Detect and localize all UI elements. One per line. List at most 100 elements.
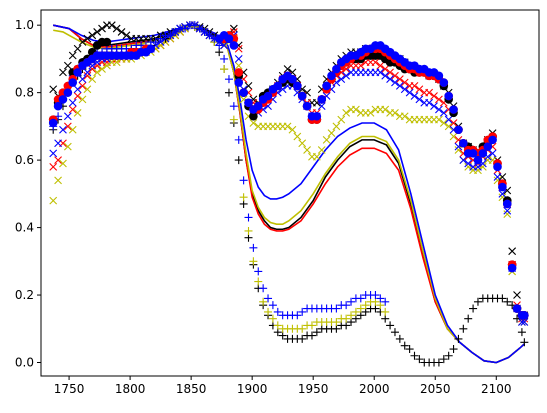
data-point: [381, 307, 390, 316]
data-point: [264, 294, 273, 303]
data-point: [454, 125, 463, 135]
data-point: [63, 88, 73, 97]
data-point: [112, 24, 121, 33]
data-point: [337, 115, 346, 124]
data-point: [312, 328, 321, 337]
data-point: [347, 318, 356, 327]
data-point: [229, 24, 238, 33]
data-point: [473, 155, 483, 165]
data-point: [68, 125, 77, 134]
data-point: [307, 321, 316, 330]
data-point: [59, 68, 67, 77]
data-point: [415, 355, 424, 364]
data-point: [390, 328, 399, 337]
data-point: [54, 156, 62, 164]
data-point: [54, 176, 62, 185]
data-point: [444, 122, 453, 131]
x-tick-label: 2100: [481, 382, 512, 396]
data-point: [449, 119, 458, 127]
data-point: [434, 71, 444, 81]
data-point: [239, 88, 248, 97]
data-point: [298, 307, 307, 316]
data-point: [103, 61, 111, 70]
data-point: [49, 196, 58, 205]
data-point: [356, 311, 365, 320]
data-point: [342, 321, 351, 330]
data-point: [293, 132, 302, 141]
data-point: [449, 132, 458, 141]
data-point: [48, 118, 58, 128]
data-point: [54, 139, 62, 148]
data-point: [435, 105, 443, 114]
data-point: [303, 146, 311, 154]
data-point: [268, 301, 277, 310]
data-point: [502, 199, 512, 209]
data-point: [405, 345, 414, 354]
data-point: [342, 71, 351, 80]
data-point: [400, 341, 409, 350]
data-point: [254, 267, 263, 276]
data-point: [405, 88, 414, 97]
data-point: [288, 125, 297, 134]
data-point: [517, 328, 526, 337]
data-point: [332, 324, 341, 333]
data-point: [449, 105, 458, 114]
series-6: [49, 21, 529, 323]
data-point: [356, 294, 365, 303]
data-point: [107, 21, 116, 30]
data-point: [347, 297, 356, 306]
data-point: [400, 85, 409, 94]
data-point: [493, 173, 502, 181]
data-point: [381, 314, 390, 323]
y-tick-label: 1.0: [15, 18, 34, 32]
data-point: [239, 176, 248, 185]
data-point: [415, 95, 424, 104]
data-point: [361, 301, 370, 310]
data-point: [342, 314, 351, 323]
data-point: [78, 38, 87, 46]
data-point: [439, 355, 448, 364]
data-point: [190, 21, 199, 30]
data-point: [439, 119, 448, 127]
data-point: [259, 284, 268, 293]
data-point: [59, 159, 67, 168]
data-point: [449, 345, 458, 354]
data-point: [410, 92, 419, 100]
data-point: [371, 291, 380, 300]
data-point: [224, 34, 234, 43]
data-point: [93, 28, 102, 36]
data-point: [317, 146, 326, 154]
data-point: [229, 115, 238, 124]
data-point: [249, 243, 258, 252]
data-point: [435, 115, 443, 124]
data-point: [503, 297, 512, 306]
data-point: [327, 129, 336, 138]
data-point: [512, 304, 522, 313]
x-tick-label: 1900: [237, 382, 268, 396]
data-point: [439, 78, 449, 87]
data-point: [234, 156, 243, 165]
data-point: [263, 91, 273, 101]
data-point: [356, 61, 365, 70]
data-point: [73, 108, 82, 117]
data-point: [351, 307, 360, 316]
data-point: [53, 101, 63, 111]
data-point: [376, 301, 385, 310]
data-point: [332, 304, 341, 313]
data-point: [464, 314, 473, 323]
data-point: [98, 24, 106, 33]
data-point: [200, 27, 209, 36]
x-tick-label: 1800: [115, 382, 146, 396]
data-point: [224, 75, 233, 84]
data-point: [439, 108, 448, 117]
data-point: [49, 149, 58, 158]
data-point: [507, 263, 517, 273]
data-point: [273, 307, 282, 316]
axes-frame: [40, 9, 540, 377]
data-point: [224, 88, 233, 97]
data-point: [273, 321, 282, 330]
data-point: [342, 301, 351, 310]
data-point: [503, 206, 512, 215]
data-point: [444, 351, 453, 360]
data-point: [454, 334, 463, 343]
